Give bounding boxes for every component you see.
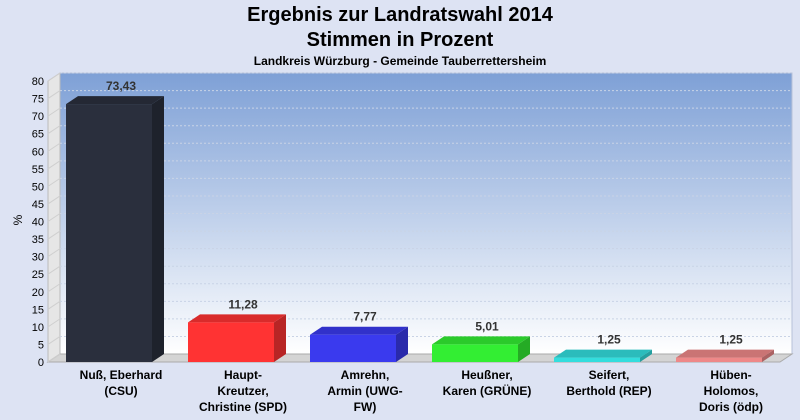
x-tick-label: Holomos, — [704, 384, 759, 398]
y-tick-label: 0 — [38, 357, 44, 369]
gridline-side — [47, 142, 61, 152]
data-label: 5,01 — [475, 319, 499, 333]
bar-top — [554, 349, 652, 358]
x-tick-label: Haupt- — [224, 368, 262, 382]
y-tick-label: 40 — [32, 217, 44, 229]
gridline-side — [47, 336, 61, 345]
y-tick-label: 65 — [32, 129, 44, 141]
bar-front — [188, 322, 274, 362]
bar-top — [66, 96, 164, 105]
gridline-side — [47, 160, 61, 170]
y-tick-label: 20 — [32, 287, 44, 299]
gridline-side — [47, 353, 61, 363]
bar-front — [554, 357, 640, 362]
data-label: 7,77 — [353, 310, 377, 324]
data-label: 1,25 — [719, 333, 743, 347]
chart-title: Ergebnis zur Landratswahl 2014 — [247, 4, 553, 26]
data-label: 11,28 — [228, 297, 258, 311]
x-tick-label: FW) — [354, 400, 377, 414]
y-tick-label: 35 — [32, 234, 44, 246]
bar-side — [518, 336, 530, 362]
bar — [310, 326, 408, 362]
y-tick-label: 55 — [32, 164, 44, 176]
data-label: 1,25 — [597, 333, 621, 347]
y-tick-label: 50 — [32, 181, 44, 193]
x-tick-label: Amrehn, — [341, 368, 390, 382]
x-tick-label: Karen (GRÜNE) — [443, 383, 532, 398]
bar-front — [676, 357, 762, 362]
gridline-side — [47, 283, 61, 293]
bar-front — [432, 344, 518, 362]
gridline-side — [47, 248, 61, 258]
bar-front — [66, 104, 152, 363]
gridline-side — [47, 125, 61, 135]
bar-front — [310, 334, 396, 362]
bar-top — [188, 314, 286, 323]
y-tick-label: 5 — [38, 339, 44, 351]
y-tick-label: 75 — [32, 94, 44, 106]
x-tick-label: Seifert, — [589, 368, 630, 382]
bar-top — [432, 336, 530, 345]
bar-side — [152, 96, 164, 363]
x-tick-label: Nuß, Eberhard — [80, 368, 163, 382]
gridline-side — [47, 318, 61, 328]
x-tick-label: Armin (UWG- — [327, 384, 402, 398]
bar — [432, 336, 530, 362]
x-tick-label: Christine (SPD) — [199, 400, 287, 414]
data-label: 73,43 — [106, 79, 136, 93]
gridline-side — [47, 195, 61, 205]
gridline-side — [47, 90, 61, 99]
x-tick-label: Doris (ödp) — [699, 400, 763, 414]
gridline-side — [47, 213, 61, 222]
gridline-side — [47, 177, 61, 187]
x-tick-label: Heußner, — [461, 368, 512, 382]
bar-top — [676, 349, 774, 358]
y-tick-label: 10 — [32, 322, 44, 334]
y-tick-label: 25 — [32, 269, 44, 281]
x-tick-label: Berthold (REP) — [566, 384, 651, 398]
y-tick-label: 80 — [32, 76, 44, 88]
y-tick-label: 30 — [32, 252, 44, 264]
y-tick-label: 70 — [32, 111, 44, 123]
x-tick-label: Hüben- — [710, 368, 751, 382]
chart-subtitle: Stimmen in Prozent — [306, 29, 494, 51]
gridline-side — [47, 230, 61, 240]
x-tick-label: (CSU) — [104, 384, 137, 398]
bar — [66, 96, 164, 363]
bar-side — [762, 349, 774, 362]
chart-location: Landkreis Würzburg - Gemeinde Tauberrett… — [253, 54, 547, 68]
bar-side — [274, 314, 286, 362]
y-axis-label: % — [11, 214, 25, 225]
bar — [676, 349, 774, 362]
bar-side — [640, 349, 652, 362]
bar-side — [396, 326, 408, 362]
x-tick-label: Kreutzer, — [217, 384, 268, 398]
gridline-side — [47, 107, 61, 117]
y-tick-label: 15 — [32, 304, 44, 316]
y-tick-label: 60 — [32, 146, 44, 158]
gridline-side — [47, 265, 61, 275]
gridline-side — [47, 300, 61, 310]
bar — [188, 314, 286, 362]
bar-top — [310, 326, 408, 335]
y-tick-label: 45 — [32, 199, 44, 211]
bar — [554, 349, 652, 362]
gridline-side — [47, 72, 61, 82]
